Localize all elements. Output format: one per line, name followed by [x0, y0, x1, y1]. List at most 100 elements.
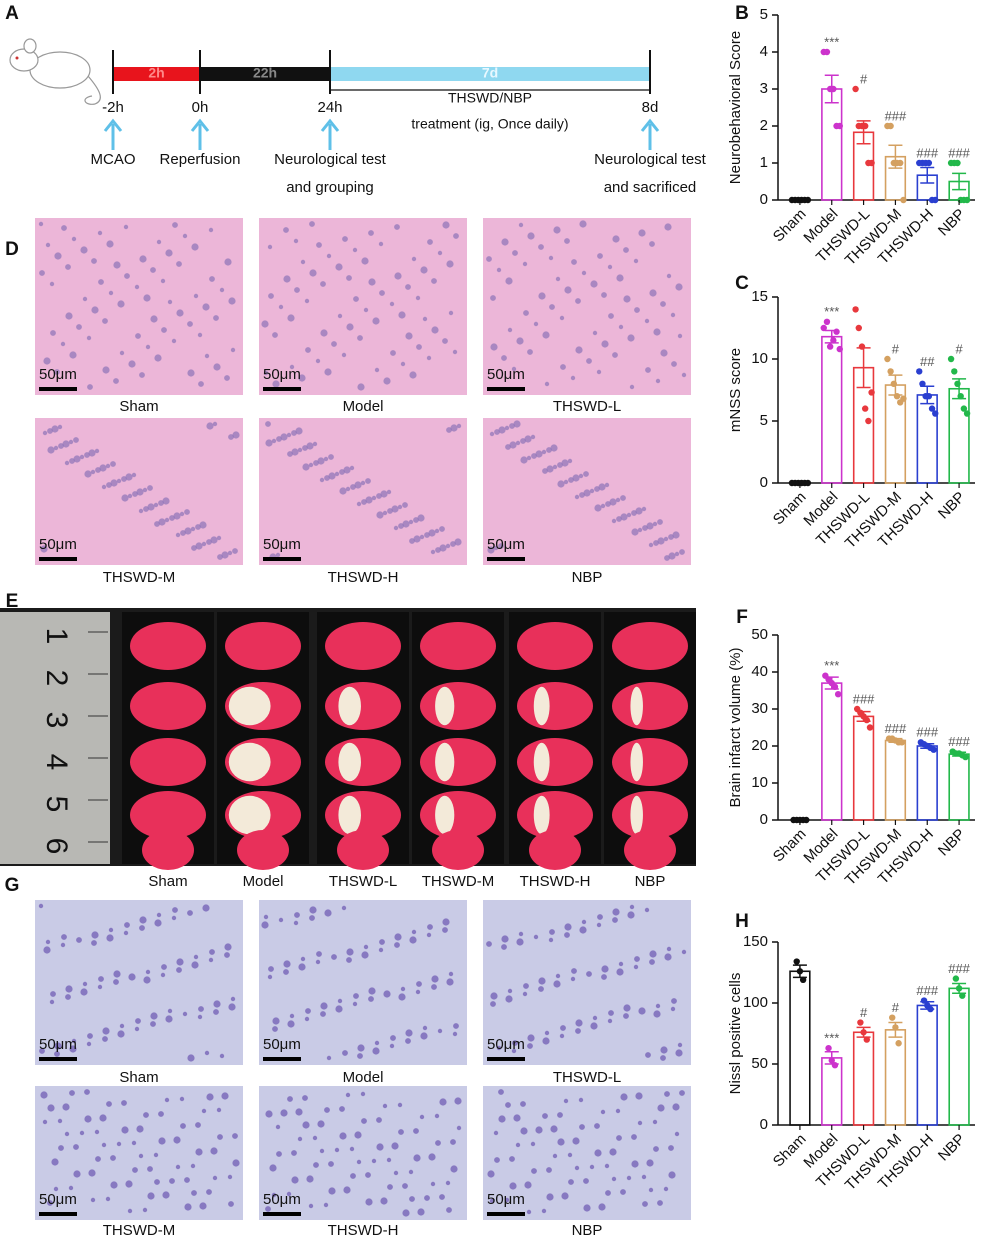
cell — [221, 551, 229, 559]
cell — [501, 944, 507, 950]
panel-label: A — [5, 3, 19, 24]
cell — [60, 341, 66, 347]
cell — [538, 292, 546, 300]
cell — [631, 1160, 639, 1168]
cell — [38, 221, 44, 227]
cell — [371, 1158, 377, 1164]
cell — [283, 969, 289, 975]
cell — [353, 993, 359, 999]
cell — [486, 941, 492, 947]
cell — [631, 510, 637, 516]
cell — [567, 458, 573, 464]
cell — [132, 491, 138, 497]
scale-label: 50μm — [39, 366, 77, 383]
cell — [601, 340, 609, 348]
micrograph — [35, 900, 243, 1065]
cell — [156, 912, 162, 918]
cell — [324, 368, 332, 376]
cell — [119, 350, 125, 356]
bar — [948, 753, 970, 821]
cell — [287, 1020, 295, 1028]
cell — [439, 544, 447, 552]
cell — [339, 1106, 345, 1112]
cell — [663, 1186, 669, 1192]
scale-label: 50μm — [39, 536, 77, 553]
cell — [289, 364, 295, 370]
cell — [646, 522, 654, 530]
cell — [386, 489, 392, 495]
timeline-segment — [113, 67, 200, 81]
cell — [283, 275, 291, 283]
scale-label: 50μm — [487, 536, 525, 553]
cell — [98, 279, 104, 285]
cell — [505, 1102, 511, 1108]
cell — [106, 1101, 112, 1107]
cell — [533, 934, 539, 940]
panel-label: C — [735, 273, 749, 294]
cell — [544, 1030, 550, 1036]
cell — [217, 554, 223, 560]
cell — [326, 1055, 332, 1061]
data-point — [861, 405, 869, 412]
y-tick-label: 50 — [751, 626, 768, 643]
image-caption: THSWD-M — [103, 569, 175, 586]
cell — [374, 1040, 380, 1046]
cell — [575, 1019, 583, 1027]
brain-slice — [517, 622, 593, 670]
data-point — [804, 479, 812, 487]
cell — [110, 1155, 116, 1161]
cell — [426, 932, 432, 938]
cell — [648, 542, 654, 548]
cell — [552, 1153, 558, 1159]
y-tick-label: 10 — [751, 774, 768, 791]
cell — [546, 447, 552, 453]
cell — [393, 525, 399, 531]
x-tick-label: Sham — [770, 826, 810, 866]
cell — [504, 1197, 510, 1203]
cell — [498, 1115, 506, 1123]
cell — [191, 961, 199, 969]
cell — [335, 1005, 343, 1013]
data-point — [804, 196, 812, 204]
cell — [324, 1107, 330, 1113]
scale-label: 50μm — [39, 1191, 77, 1208]
brain-slice — [130, 682, 206, 730]
cell — [213, 363, 221, 371]
cell — [374, 367, 380, 373]
data-point — [834, 691, 842, 698]
cell — [372, 1047, 380, 1055]
significance: ### — [916, 145, 938, 160]
cell — [291, 1176, 299, 1184]
y-tick-label: 40 — [751, 663, 768, 680]
cell — [586, 971, 592, 977]
cell — [117, 300, 125, 308]
data-point — [830, 337, 837, 344]
cell — [419, 534, 425, 540]
ttc-caption: Model — [243, 873, 284, 890]
infarct — [435, 795, 455, 835]
cell — [679, 549, 685, 555]
cell — [574, 494, 580, 500]
cell — [513, 420, 521, 428]
cell — [317, 1120, 325, 1128]
cell — [87, 384, 93, 390]
cell — [309, 906, 317, 914]
cell — [657, 1200, 663, 1206]
cell — [150, 315, 158, 323]
cell — [509, 1182, 517, 1190]
cell — [62, 1103, 70, 1111]
bar — [821, 335, 843, 484]
cell — [405, 332, 413, 340]
cell — [550, 444, 558, 452]
cell — [198, 1006, 204, 1012]
cell — [54, 252, 62, 260]
cell — [99, 1114, 107, 1122]
cell — [513, 1114, 521, 1122]
brain-slice — [130, 791, 206, 839]
cell — [58, 443, 64, 449]
cell — [357, 1053, 363, 1059]
brain-slice — [420, 622, 496, 670]
cell — [666, 273, 672, 279]
cell — [507, 327, 513, 333]
cell — [400, 986, 406, 992]
